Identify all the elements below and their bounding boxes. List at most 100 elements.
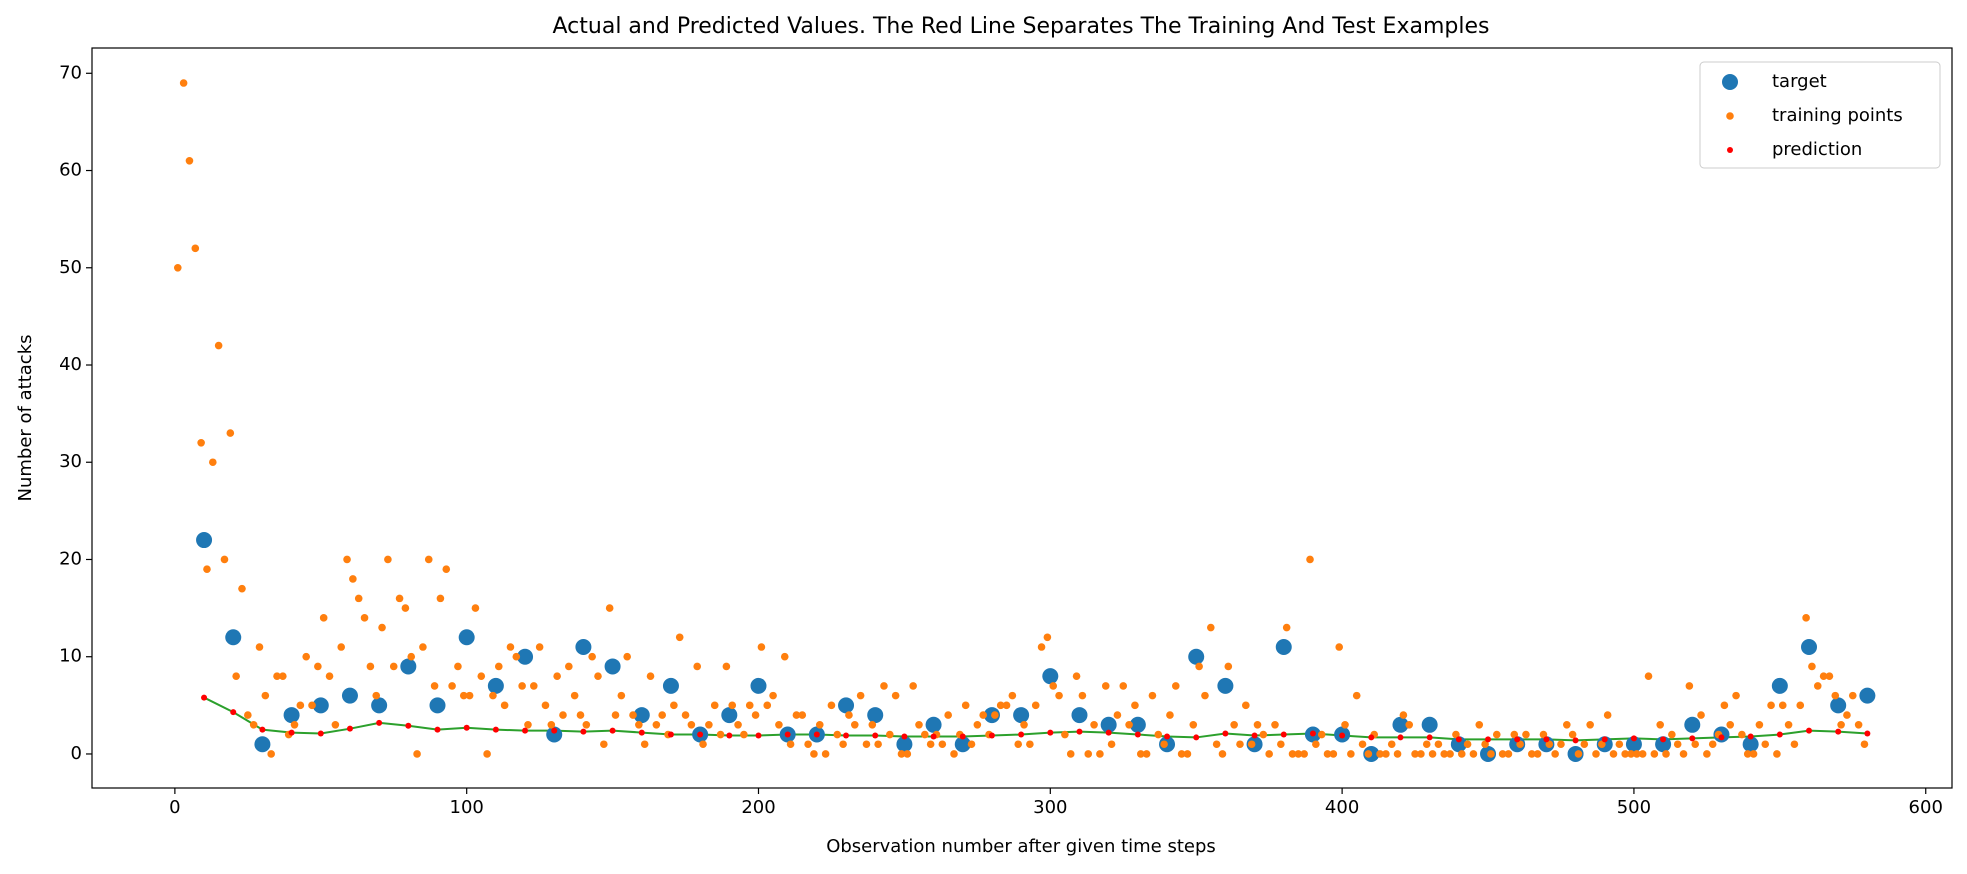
point (1859, 687, 1876, 704)
point (405, 722, 412, 729)
point (1364, 750, 1373, 758)
point (483, 750, 491, 758)
point (570, 691, 579, 700)
point (541, 701, 550, 710)
point (1392, 716, 1409, 733)
point (371, 697, 388, 714)
point (1164, 733, 1171, 740)
point (459, 691, 468, 700)
point (1113, 711, 1122, 719)
point (944, 711, 952, 719)
point (1376, 750, 1384, 758)
point (1399, 711, 1408, 719)
point (1771, 677, 1788, 694)
point (921, 730, 929, 739)
point (1720, 701, 1729, 710)
point (588, 652, 596, 661)
point (1854, 720, 1863, 729)
point (1107, 740, 1116, 749)
point (553, 672, 561, 680)
point (267, 750, 275, 758)
point (1026, 740, 1034, 749)
y-tick-label: 20 (59, 548, 82, 569)
point (517, 648, 534, 665)
point (1426, 734, 1433, 741)
point (296, 701, 305, 710)
point (1242, 701, 1250, 710)
point (395, 594, 404, 603)
point (1691, 740, 1700, 749)
point (384, 555, 392, 564)
point (346, 725, 353, 732)
point (226, 429, 235, 437)
point (1002, 701, 1011, 710)
legend-marker (1726, 112, 1734, 120)
point (1463, 740, 1472, 749)
point (454, 662, 462, 671)
point (547, 720, 556, 729)
point (856, 691, 865, 700)
point (1125, 720, 1133, 729)
point (197, 438, 205, 447)
point (1784, 720, 1793, 729)
point (1860, 740, 1869, 749)
point (1352, 691, 1361, 700)
point (249, 720, 258, 729)
point (407, 652, 416, 661)
point (1013, 707, 1030, 724)
point (1411, 750, 1419, 758)
point (1644, 672, 1653, 680)
point (1393, 750, 1402, 758)
x-tick-label: 400 (1325, 797, 1359, 818)
point (938, 740, 947, 749)
point (518, 682, 526, 690)
point (662, 677, 679, 694)
point (903, 750, 912, 758)
point (784, 731, 791, 738)
legend-label: target (1772, 71, 1827, 92)
point (477, 672, 486, 680)
point (961, 701, 970, 710)
point (1452, 730, 1460, 739)
point (1684, 716, 1701, 733)
point (465, 691, 474, 700)
y-tick-label: 60 (59, 160, 82, 181)
point (1831, 691, 1840, 700)
point (1572, 737, 1579, 744)
point (1018, 731, 1025, 738)
point (623, 652, 631, 661)
point (179, 79, 188, 87)
point (862, 740, 871, 749)
point (1277, 740, 1285, 749)
point (1084, 750, 1093, 758)
point (1189, 720, 1198, 729)
point (629, 711, 637, 719)
point (1382, 750, 1390, 758)
point (751, 711, 760, 719)
point (1796, 701, 1805, 710)
point (1514, 736, 1521, 743)
point (1148, 691, 1157, 700)
point (1801, 639, 1818, 656)
point (740, 730, 748, 739)
point (419, 643, 427, 651)
point (337, 643, 346, 651)
point (1129, 716, 1146, 733)
x-tick-label: 200 (741, 797, 775, 818)
point (1042, 668, 1059, 685)
legend-marker (1727, 147, 1733, 153)
point (1218, 750, 1227, 758)
point (349, 575, 357, 583)
x-tick-label: 600 (1909, 797, 1943, 818)
y-axis-label: Number of attacks (15, 335, 36, 502)
point (1835, 728, 1842, 735)
point (798, 711, 807, 719)
x-axis-label: Observation number after given time step… (826, 836, 1216, 857)
point (901, 733, 908, 740)
point (609, 727, 616, 734)
point (565, 662, 573, 671)
point (652, 720, 661, 729)
point (1193, 734, 1200, 741)
point (1434, 740, 1443, 749)
